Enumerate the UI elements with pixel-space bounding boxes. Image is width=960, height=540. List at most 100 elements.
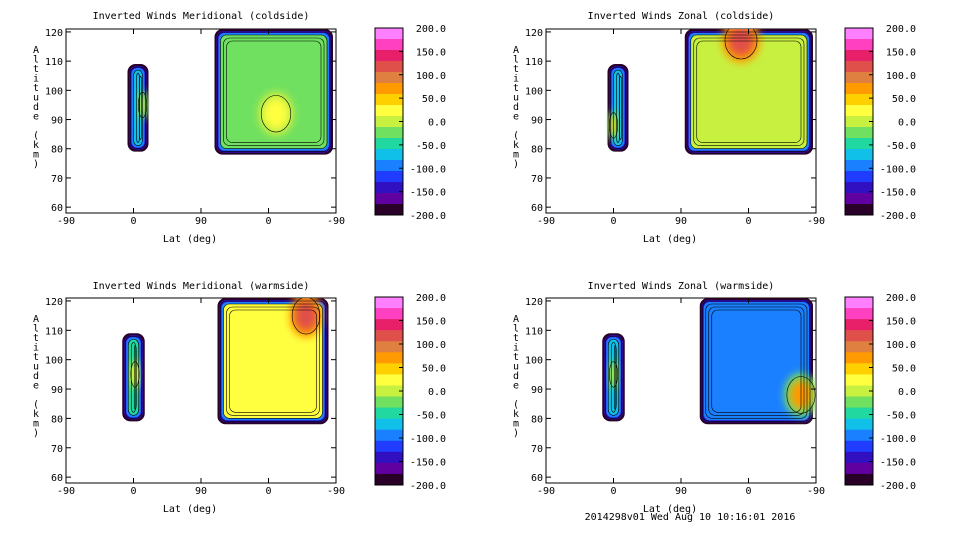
contour-line bbox=[613, 69, 623, 146]
contour-line bbox=[229, 309, 317, 413]
colorbar-swatch bbox=[375, 61, 403, 73]
region-peak bbox=[728, 29, 754, 56]
data-region-pass-2 bbox=[214, 29, 333, 155]
contour-line bbox=[693, 37, 805, 146]
colorbar-swatch bbox=[845, 330, 873, 342]
region-peak bbox=[294, 300, 318, 331]
contour-line bbox=[223, 37, 325, 146]
colorbar-swatch bbox=[845, 61, 873, 73]
colorbar: 200.0 150.0 100.0 50.0 0.0 -50.0 -100.0 -150.0 -… bbox=[374, 293, 446, 492]
colorbar-swatch bbox=[375, 341, 403, 353]
colorbar-swatch bbox=[845, 182, 873, 194]
contour-line bbox=[130, 341, 137, 413]
region-peak bbox=[264, 99, 288, 129]
colorbar: 200.0 150.0 100.0 50.0 0.0 -50.0 -100.0 -150.0 -… bbox=[844, 293, 916, 492]
colorbar-swatch bbox=[375, 138, 403, 150]
colorbar-swatch bbox=[845, 374, 873, 386]
colorbar-tick-label: -50.0 bbox=[886, 141, 916, 152]
colorbar-tick-label: 150.0 bbox=[886, 47, 916, 58]
contour-line bbox=[705, 303, 808, 419]
y-tick-label: 110 bbox=[45, 57, 63, 68]
y-tick-label: 70 bbox=[531, 174, 543, 185]
colorbar: 200.0 150.0 100.0 50.0 0.0 -50.0 -100.0 -150.0 -… bbox=[844, 24, 916, 222]
colorbar-swatch bbox=[375, 308, 403, 320]
colorbar-tick-label: 0.0 bbox=[898, 118, 916, 129]
colorbar-tick-label: -200.0 bbox=[410, 211, 446, 222]
colorbar-swatch bbox=[845, 83, 873, 95]
colorbar-swatch bbox=[845, 462, 873, 475]
contour-line bbox=[220, 300, 326, 422]
data-region-pass-2 bbox=[684, 29, 813, 155]
colorbar-swatch bbox=[845, 28, 873, 40]
region-core bbox=[690, 35, 807, 149]
colorbar-swatch bbox=[375, 363, 403, 375]
chart-title: Inverted Winds Zonal (warmside) bbox=[588, 281, 775, 292]
x-tick-label: 0 bbox=[745, 216, 751, 227]
colorbar-swatch bbox=[375, 385, 403, 398]
colorbar-tick-label: 100.0 bbox=[416, 71, 446, 82]
x-tick-label: -90 bbox=[327, 216, 345, 227]
x-tick-label: 0 bbox=[745, 486, 751, 497]
colorbar-swatch bbox=[375, 28, 403, 40]
contour-line bbox=[220, 34, 328, 149]
colorbar-swatch bbox=[845, 429, 873, 442]
colorbar-tick-label: -50.0 bbox=[416, 141, 446, 152]
region-peak bbox=[610, 364, 617, 385]
colorbar-tick-label: 0.0 bbox=[428, 118, 446, 129]
contour-line bbox=[708, 306, 805, 416]
colorbar-tick-label: 50.0 bbox=[422, 364, 446, 375]
colorbar-swatch bbox=[375, 149, 403, 161]
colorbar-swatch bbox=[845, 105, 873, 117]
colorbar-swatch bbox=[375, 418, 403, 431]
colorbar-tick-label: 100.0 bbox=[886, 71, 916, 82]
colorbar-swatch bbox=[375, 319, 403, 331]
colorbar-swatch bbox=[375, 352, 403, 364]
contour-line bbox=[139, 75, 142, 140]
y-tick-label: 100 bbox=[45, 356, 63, 367]
y-tick-label: 80 bbox=[531, 145, 543, 156]
y-tick-label: 70 bbox=[51, 174, 63, 185]
contour-line bbox=[260, 95, 292, 133]
colorbar-swatch bbox=[845, 473, 873, 486]
colorbar-swatch bbox=[845, 352, 873, 364]
contour-line bbox=[610, 66, 626, 149]
colorbar-swatch bbox=[375, 440, 403, 453]
colorbar-tick-label: 200.0 bbox=[886, 24, 916, 35]
colorbar-tick-label: -100.0 bbox=[880, 434, 916, 445]
contour-line bbox=[690, 34, 808, 149]
y-tick-label: 80 bbox=[51, 414, 63, 425]
y-tick-label: 100 bbox=[45, 86, 63, 97]
x-tick-label: 0 bbox=[610, 486, 616, 497]
colorbar-tick-label: 0.0 bbox=[428, 387, 446, 398]
data-region-pass-1 bbox=[122, 333, 145, 422]
contour-line bbox=[127, 338, 140, 416]
y-tick-label: 90 bbox=[51, 385, 63, 396]
x-tick-label: -90 bbox=[57, 486, 75, 497]
chart-title: Inverted Winds Meridional (coldside) bbox=[93, 11, 310, 22]
y-tick-label: 100 bbox=[525, 86, 543, 97]
chart-panel-1: Inverted Winds Meridional (coldside) -90 0… bbox=[33, 11, 446, 245]
colorbar-swatch bbox=[375, 72, 403, 84]
colorbar-swatch bbox=[845, 127, 873, 139]
chart-title: Inverted Winds Zonal (coldside) bbox=[588, 11, 775, 22]
colorbar-swatch bbox=[845, 308, 873, 320]
x-tick-label: -90 bbox=[807, 486, 825, 497]
x-tick-label: 0 bbox=[130, 486, 136, 497]
colorbar-swatch bbox=[845, 50, 873, 62]
colorbar-swatch bbox=[845, 418, 873, 431]
colorbar: 200.0 150.0 100.0 50.0 0.0 -50.0 -100.0 -150.0 -… bbox=[374, 24, 446, 222]
colorbar-swatch bbox=[845, 160, 873, 172]
colorbar-swatch bbox=[845, 72, 873, 84]
colorbar-tick-label: -50.0 bbox=[416, 411, 446, 422]
colorbar-swatch bbox=[845, 94, 873, 106]
x-axis-label: Lat (deg) bbox=[163, 234, 217, 245]
colorbar-tick-label: 150.0 bbox=[886, 317, 916, 328]
x-axis-label: Lat (deg) bbox=[163, 504, 217, 515]
colorbar-swatch bbox=[845, 171, 873, 183]
y-tick-label: 60 bbox=[531, 203, 543, 214]
chart-panel-3: Inverted Winds Meridional (warmside) -90 0… bbox=[33, 281, 446, 515]
region-peak bbox=[131, 364, 139, 385]
